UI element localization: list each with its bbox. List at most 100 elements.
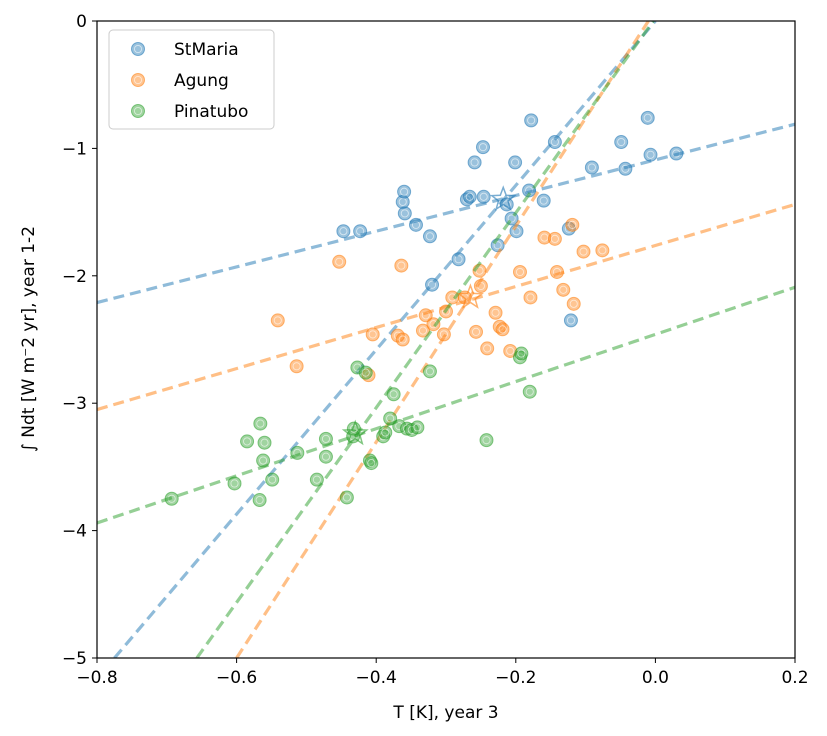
stmaria-point-ring [643, 113, 652, 122]
pinatubo-point [479, 433, 494, 448]
pinatubo-point-ring [407, 425, 416, 435]
pinatubo-point [364, 456, 379, 471]
agung-point [365, 327, 380, 342]
agung-point-ring [483, 344, 492, 353]
pinatubo-point-ring [312, 475, 321, 484]
stmaria-point-ring [400, 187, 409, 196]
pinatubo-point [399, 421, 414, 436]
stmaria-point-ring [539, 196, 548, 205]
stmaria-point [640, 110, 655, 125]
pinatubo-point [252, 493, 267, 508]
pinatubo-point-ring [243, 437, 252, 446]
agung-point-ring [335, 257, 344, 266]
x-tick-label: 0.0 [642, 668, 669, 688]
pinatubo-point-ring [517, 349, 526, 358]
pinatubo-point-ring [425, 367, 434, 376]
agung-point-ring [292, 362, 301, 371]
agung-point [556, 282, 571, 297]
agung-point-ring [498, 325, 507, 334]
stmaria-point-ring [425, 232, 434, 241]
stmaria-point-ring [511, 158, 520, 167]
plot-area [97, 21, 795, 658]
pinatubo-point [253, 416, 268, 431]
legend-marker-ring-stmaria [133, 44, 143, 54]
pinatubo-point-ring [255, 495, 264, 505]
pinatubo-point-ring [482, 436, 491, 445]
x-tick-label: −0.2 [495, 668, 536, 688]
pinatubo-point [410, 420, 425, 435]
pinatubo-point-ring [361, 368, 370, 377]
pinatubo-point-ring [386, 414, 395, 423]
x-tick-label: 0.2 [781, 668, 808, 688]
stmaria-point [614, 135, 629, 150]
series-pinatubo [97, 21, 795, 658]
stmaria-point [584, 160, 599, 175]
legend-item-pinatubo: Pinatubo [131, 102, 248, 122]
agung-point-ring [418, 326, 428, 335]
plot-frame [96, 20, 796, 659]
pinatubo-point-ring [367, 459, 376, 468]
agung-point [547, 231, 562, 246]
stmaria-point [476, 189, 491, 204]
agung-point-ring [491, 308, 500, 317]
series-stmaria [97, 21, 795, 658]
x-tick-label: −0.8 [76, 668, 117, 688]
pinatubo-fit-line-1 [97, 285, 795, 525]
legend-marker-ring-agung [133, 75, 143, 85]
x-axis-label: T [K], year 3 [392, 703, 498, 723]
agung-point-ring [515, 267, 525, 277]
stmaria-point-ring [427, 280, 437, 289]
pinatubo-point-ring [525, 387, 534, 396]
pinatubo-point [240, 434, 255, 449]
agung-point [576, 244, 591, 259]
pinatubo-point [265, 472, 280, 487]
y-tick-label: −2 [62, 267, 87, 287]
stmaria-point-ring [465, 192, 474, 201]
stmaria-point-ring [339, 227, 348, 236]
legend-marker-agung [131, 73, 145, 87]
agung-point [523, 290, 538, 305]
stmaria-point [467, 155, 482, 170]
agung-point-ring [526, 293, 535, 302]
agung-point-ring [273, 316, 282, 325]
y-tick-label: −4 [62, 522, 87, 542]
stmaria-point [397, 206, 412, 221]
agung-point [395, 332, 410, 347]
stmaria-point [508, 155, 523, 170]
agung-point-ring [598, 246, 607, 255]
x-tick-label: −0.4 [356, 668, 397, 688]
pinatubo-point [514, 346, 529, 361]
agung-point [565, 217, 580, 232]
pinatubo-point [378, 425, 393, 440]
agung-point-ring [579, 247, 588, 256]
agung-point [415, 323, 430, 338]
x-tick-label: −0.6 [216, 668, 257, 688]
y-tick-label: 0 [76, 12, 87, 32]
pinatubo-point [257, 435, 272, 450]
stmaria-point-ring [400, 209, 409, 218]
pinatubo-point-ring [230, 479, 239, 488]
pinatubo-point-ring [395, 422, 404, 431]
stmaria-point-ring [493, 241, 502, 250]
stmaria-point-ring [527, 116, 536, 125]
pinatubo-point-ring [389, 390, 398, 399]
agung-point [394, 258, 409, 273]
stmaria-point-ring [507, 214, 516, 223]
y-axis-label: ∫ Ndt [W m⁻2 yr], year 1-2 [19, 226, 39, 452]
agung-point [480, 341, 495, 356]
pinatubo-point-ring [321, 452, 330, 461]
pinatubo-point [522, 384, 537, 399]
agung-point [495, 322, 510, 337]
legend-item-stmaria: StMaria [131, 40, 239, 60]
axes-ticks: −0.8 −0.6 −0.4 −0.2 0.0 0.2 0 −1 −2 −3 −4 −5 [62, 12, 809, 688]
stmaria-point-ring [617, 137, 626, 147]
agung-point-ring [568, 220, 577, 229]
stmaria-mean-star [489, 185, 517, 211]
stmaria-point-ring [356, 227, 365, 236]
stmaria-point [336, 224, 351, 239]
stmaria-point [643, 147, 658, 162]
agung-point-ring [569, 299, 578, 308]
stmaria-point-ring [566, 316, 575, 325]
legend-item-agung: Agung [131, 71, 229, 91]
